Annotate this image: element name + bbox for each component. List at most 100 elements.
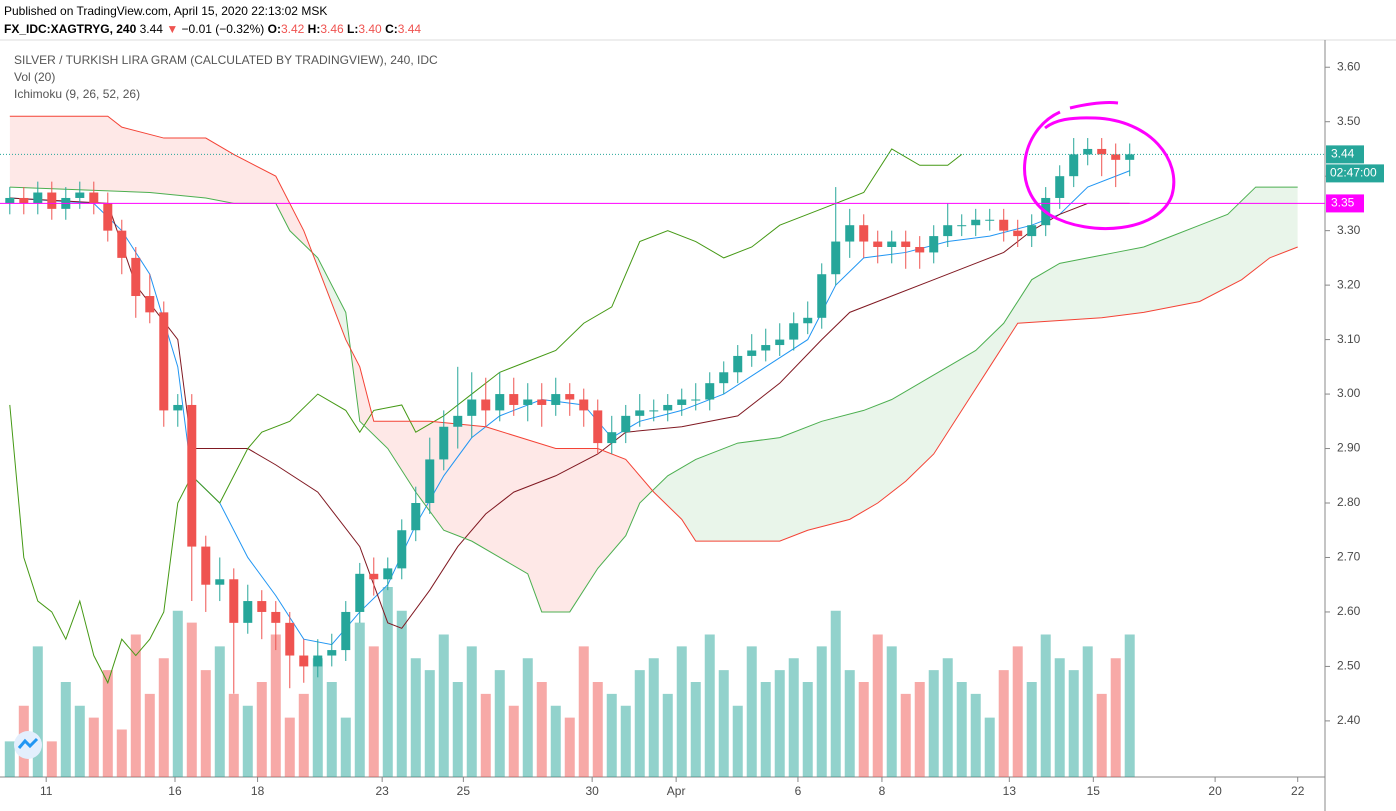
candle-body — [89, 192, 99, 204]
volume-bar — [718, 670, 729, 777]
symbol-line: FX_IDC:XAGTRYG, 240 3.44 ▼ −0.01 (−0.32%… — [4, 22, 421, 36]
candle-body — [1013, 230, 1023, 237]
volume-bar — [508, 705, 519, 777]
candle-body — [47, 192, 57, 209]
candle-body — [397, 530, 407, 569]
volume-bar — [872, 634, 883, 777]
volume-bar — [886, 646, 897, 777]
candle-body — [453, 415, 463, 427]
candle-body — [411, 503, 421, 531]
ichimoku-line — [9, 186, 1298, 613]
candle-body — [5, 197, 15, 204]
volume-bar — [732, 705, 743, 777]
candle-body — [187, 404, 197, 547]
candle-body — [439, 426, 449, 460]
volume-bar — [620, 705, 631, 777]
volume-bar — [536, 682, 547, 777]
volume-bar — [1026, 682, 1037, 777]
candle-body — [257, 601, 267, 612]
legend-volume: Vol (20) — [14, 70, 55, 84]
y-tick-label: 2.60 — [1337, 604, 1361, 618]
candle-body — [551, 394, 561, 405]
volume-bar — [396, 610, 407, 777]
candle-body — [649, 410, 659, 412]
candle-body — [159, 312, 169, 411]
volume-bar — [690, 682, 701, 777]
candle-body — [677, 399, 687, 405]
ichimoku-line — [9, 115, 1298, 542]
volume-bar — [634, 670, 645, 777]
volume-bar — [522, 658, 533, 777]
candle-body — [75, 192, 85, 198]
volume-bar — [1096, 693, 1107, 777]
candle-body — [593, 410, 603, 444]
y-tick-label: 2.70 — [1337, 550, 1361, 564]
high-value: 3.46 — [320, 22, 344, 36]
candle-body — [915, 246, 925, 253]
candle-body — [957, 225, 967, 227]
volume-bar — [858, 682, 869, 777]
symbol: FX_IDC:XAGTRYG, 240 — [4, 22, 137, 36]
x-tick-label: 22 — [1291, 784, 1305, 798]
ichimoku-line — [9, 197, 1130, 629]
volume-bar — [382, 587, 393, 777]
candle-body — [817, 274, 827, 318]
volume-bar — [550, 705, 561, 777]
volume-bar — [312, 658, 323, 777]
close-label: C: — [385, 22, 398, 36]
candle-body — [775, 339, 785, 346]
x-tick-label: 8 — [879, 784, 886, 798]
candle-body — [565, 394, 575, 400]
volume-bar — [186, 622, 197, 777]
volume-bar — [438, 634, 449, 777]
volume-bar — [144, 693, 155, 777]
countdown: 02:47:00 — [1330, 166, 1377, 180]
candle-body — [929, 236, 939, 253]
candle-body — [355, 573, 365, 612]
candle-body — [747, 350, 757, 356]
candle-body — [383, 568, 393, 580]
candle-body — [1111, 154, 1121, 160]
ichimoku-line — [9, 148, 963, 685]
volume-bar — [1110, 658, 1121, 777]
volume-bar — [326, 682, 337, 777]
volume-bar — [158, 658, 169, 777]
candle-body — [579, 399, 589, 411]
open-value: 3.42 — [281, 22, 305, 36]
high-label: H: — [308, 22, 321, 36]
candle-body — [271, 611, 281, 623]
volume-bar — [746, 646, 757, 777]
last-price: 3.44 — [140, 22, 164, 36]
candle-body — [215, 579, 225, 585]
volume-bar — [830, 610, 841, 777]
candle-body — [705, 383, 715, 400]
candle-body — [943, 225, 953, 237]
annotation-circle — [1023, 101, 1176, 231]
candle-body — [313, 655, 323, 667]
legend-title: SILVER / TURKISH LIRA GRAM (CALCULATED B… — [14, 53, 438, 67]
volume-bar — [368, 646, 379, 777]
candle-body — [789, 323, 799, 340]
volume-bar — [844, 670, 855, 777]
candle-body — [173, 404, 183, 411]
candle-body — [733, 355, 743, 373]
candle-body — [327, 650, 337, 656]
volume-bar — [214, 646, 225, 777]
candle-body — [831, 241, 841, 275]
candle-body — [971, 219, 981, 226]
y-tick-label: 2.80 — [1337, 495, 1361, 509]
countdown-box — [1326, 164, 1384, 183]
x-tick-label: 15 — [1087, 784, 1101, 798]
candle-body — [425, 459, 435, 504]
volume-bar — [802, 682, 813, 777]
volume-bar — [676, 646, 687, 777]
x-tick-label: 23 — [375, 784, 389, 798]
volume-bar — [942, 658, 953, 777]
x-tick-label: 20 — [1208, 784, 1222, 798]
volume-bar — [102, 670, 113, 777]
low-value: 3.40 — [358, 22, 382, 36]
published: Published on TradingView.com, April 15, … — [4, 4, 327, 18]
candle-body — [887, 241, 897, 247]
candle-body — [509, 394, 519, 405]
